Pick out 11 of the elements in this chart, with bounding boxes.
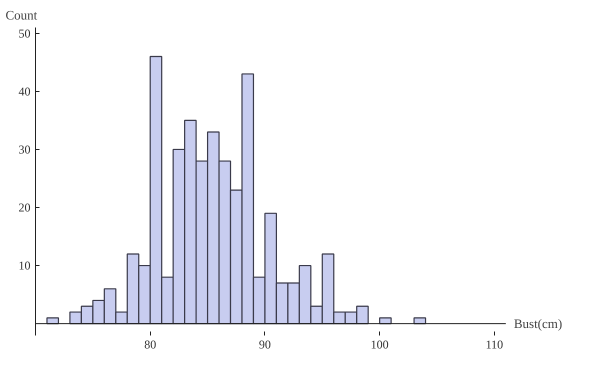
x-tick-label: 80 (144, 338, 156, 352)
y-tick-label: 10 (18, 258, 30, 273)
y-tick-label: 20 (18, 200, 30, 215)
x-tick-label: 90 (258, 338, 271, 352)
y-tick-label: 50 (18, 26, 30, 40)
x-tick-label: 100 (370, 338, 389, 352)
y-axis-title: Count (6, 8, 38, 22)
x-tick-label: 110 (486, 338, 504, 352)
x-axis-title: Bust(cm) (514, 316, 562, 332)
y-tick-label: 40 (18, 84, 30, 98)
y-tick-label: 30 (18, 142, 30, 156)
